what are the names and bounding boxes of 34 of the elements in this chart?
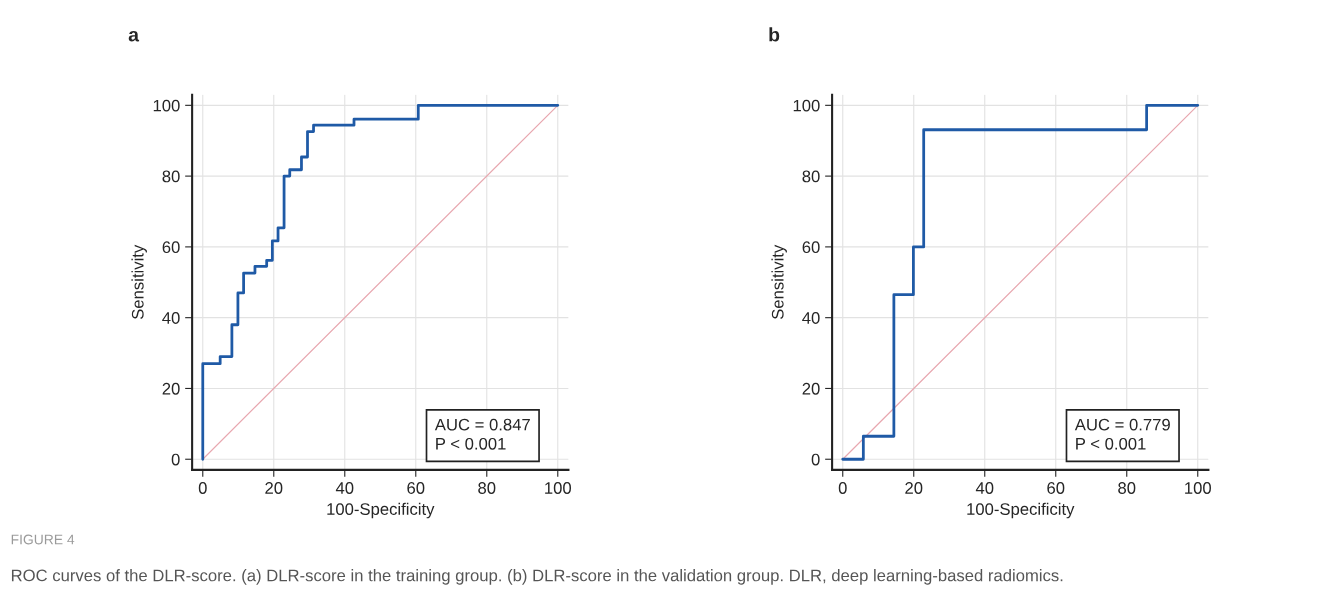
x-tick-label: 60: [1047, 482, 1065, 494]
y-axis-title: Sensitivity: [131, 244, 147, 320]
annotation: AUC = 0.779 P < 0.001: [1074, 418, 1170, 450]
y-tick-label: 0: [811, 453, 820, 466]
x-tick-label: 0: [198, 482, 207, 494]
x-tick-label: 100: [545, 482, 572, 494]
x-tick-label: 40: [975, 482, 994, 494]
annotation: AUC = 0.847 P < 0.001: [434, 418, 530, 450]
x-tick-label: 80: [1118, 482, 1136, 494]
y-tick-label: 100: [153, 99, 180, 112]
y-tick-label: 40: [162, 312, 180, 324]
x-tick-label: 20: [265, 482, 283, 494]
y-axis-title: Sensitivity: [771, 244, 787, 320]
x-tick-label: 40: [335, 482, 354, 494]
y-tick-label: 40: [802, 312, 820, 324]
caption: FIGURE 4: [11, 534, 75, 545]
y-tick-label: 20: [162, 382, 180, 395]
chart-title: b: [769, 27, 780, 42]
text: ROC curves of the DLR-score. (a) DLR-score in the training group. (b) DLR-score in the validation group. DLR, deep learning-based radiomics.: [11, 569, 1063, 585]
x-tick-label: 100: [1185, 482, 1211, 494]
chart-title: a: [128, 30, 140, 42]
y-tick-label: 100: [793, 99, 820, 112]
x-tick-label: 20: [905, 482, 923, 494]
x-axis-title: 100-Specificity: [327, 502, 435, 519]
y-tick-label: 60: [162, 241, 180, 254]
y-tick-label: 80: [802, 170, 820, 183]
y-tick-label: 60: [802, 241, 820, 254]
x-tick-label: 0: [838, 482, 847, 494]
y-tick-label: 80: [162, 170, 180, 183]
x-tick-label: 80: [478, 482, 496, 494]
x-axis-title: 100-Specificity: [967, 502, 1075, 519]
y-tick-label: 0: [171, 453, 180, 466]
x-tick-label: 60: [407, 482, 425, 494]
y-tick-label: 20: [802, 382, 820, 395]
